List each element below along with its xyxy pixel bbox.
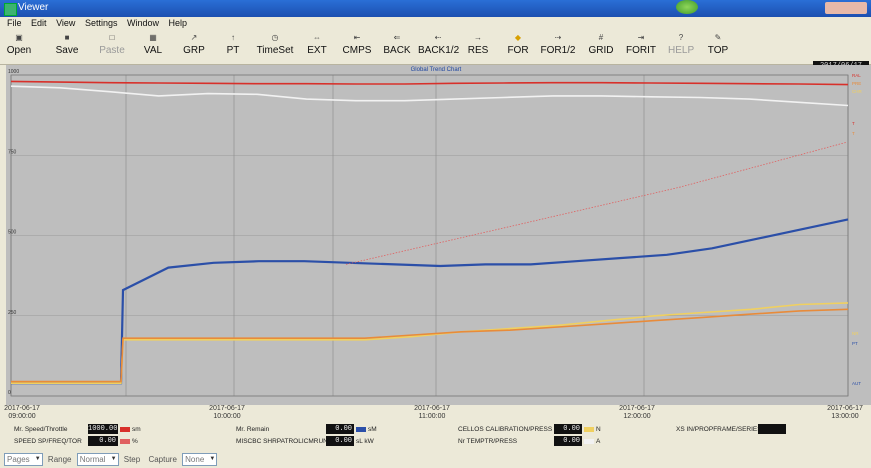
y-tick-label: 250 [8, 310, 17, 316]
timeset-button[interactable]: ◷ TimeSet [256, 33, 294, 56]
paste-button[interactable]: □ Paste [99, 33, 125, 56]
app-icon [4, 3, 17, 16]
paste-icon: □ [109, 33, 115, 42]
forit-button[interactable]: ⇥ FORIT [626, 33, 656, 56]
legend-label: AUT [852, 381, 861, 386]
help-button[interactable]: ? HELP [668, 33, 695, 56]
series-line [10, 80, 849, 86]
legend-label: PRE [852, 81, 861, 86]
forward-half-icon: ⇢ [554, 33, 562, 42]
menu-window[interactable]: Window [126, 18, 159, 28]
series-swatch [584, 439, 594, 444]
plot-background [6, 65, 871, 405]
legend-label: T [852, 121, 855, 126]
point-icon: ↑ [231, 33, 235, 42]
back-icon: ⇐ [393, 33, 401, 42]
for-half-button[interactable]: ⇢ FOR1/2 [540, 33, 576, 56]
series-line [10, 85, 849, 107]
for-button[interactable]: ◆ FOR [507, 33, 529, 56]
window-title: Viewer [18, 2, 49, 13]
toolbar: ▣ Open ■ Save □ Paste ▦ VAL ↗ GRP ↑ PT ◷ TimeSe… [0, 30, 871, 65]
save-button[interactable]: ■ Save [55, 33, 79, 56]
grid-icon: # [598, 33, 604, 42]
menu-file[interactable]: File [7, 18, 22, 28]
cmps-button[interactable]: ⇤ CMPS [342, 33, 372, 56]
menu-edit[interactable]: Edit [31, 18, 47, 28]
legend-label: RAL [852, 73, 861, 78]
series-swatch [584, 427, 594, 432]
chart-title: Global Trend Chart [411, 67, 462, 73]
y-tick-label: 500 [8, 230, 17, 236]
legend-label: T [852, 131, 855, 136]
right-legend: RAL PRE CHR TT NR PT AUT [852, 73, 862, 386]
grid-button[interactable]: # GRID [588, 33, 614, 56]
y-tick-label: 0 [8, 390, 11, 396]
open-button[interactable]: ▣ Open [6, 33, 32, 56]
trend-chart[interactable]: Global Trend Chart 1000 750 500 250 0 RAL PRE… [6, 65, 871, 405]
series-swatch [356, 427, 366, 432]
res-button[interactable]: → RES [467, 33, 489, 56]
x-tick-label: 2017-06-17 11:00:00 [414, 405, 450, 420]
range-select[interactable]: Normal [76, 453, 119, 466]
series-swatch [120, 439, 130, 444]
clock-icon: ◷ [271, 33, 279, 42]
legend-label: NR [852, 331, 859, 336]
legend-label: CHR [852, 89, 862, 94]
pages-select[interactable]: Pages [4, 453, 43, 466]
ext-button[interactable]: ⇔ EXT [307, 33, 327, 56]
top-button[interactable]: ✎ TOP [707, 33, 729, 56]
floppy-icon: ■ [64, 33, 70, 42]
window-controls[interactable] [825, 2, 867, 14]
y-tick-label: 1000 [8, 69, 19, 75]
menu-bar: File Edit View Settings Window Help [0, 17, 871, 30]
top-icon: ✎ [714, 33, 722, 42]
val-button[interactable]: ▦ VAL [143, 33, 163, 56]
back-half-button[interactable]: ⇠ BACK1/2 [418, 33, 460, 56]
y-tick-label: 750 [8, 149, 17, 155]
menu-help[interactable]: Help [168, 18, 188, 28]
back-button[interactable]: ⇐ BACK [383, 33, 411, 56]
status-panel: 2017-06-17 09:00:00 2017-06-17 10:00:00 20… [0, 405, 871, 468]
x-tick-label: 2017-06-17 12:00:00 [619, 405, 655, 420]
pt-button[interactable]: ↑ PT [226, 33, 240, 56]
y-axis-ticks: 1000 750 500 250 0 [8, 69, 19, 396]
series-swatch [120, 427, 130, 432]
capture-select[interactable]: None [182, 453, 218, 466]
footer-controls: Pages Range Normal Step Capture None [4, 453, 218, 466]
plot-frame [10, 74, 849, 397]
legend-label: PT [852, 341, 858, 346]
series-line [11, 218, 849, 385]
series-line [11, 308, 849, 383]
graph-icon: ↗ [190, 33, 198, 42]
x-tick-label: 2017-06-17 10:00:00 [209, 405, 245, 420]
reset-icon: → [474, 33, 482, 42]
x-tick-label: 2017-06-17 13:00:00 [827, 405, 863, 420]
menu-view[interactable]: View [56, 18, 76, 28]
back-half-icon: ⇠ [434, 33, 442, 42]
title-bar: Viewer [0, 0, 871, 17]
forward-it-icon: ⇥ [637, 33, 645, 42]
value-icon: ▦ [149, 33, 157, 42]
folder-icon: ▣ [15, 33, 23, 42]
help-icon: ? [678, 33, 684, 42]
x-tick-label: 2017-06-17 09:00:00 [4, 405, 40, 420]
grp-button[interactable]: ↗ GRP [183, 33, 205, 56]
extend-icon: ⇔ [313, 33, 321, 42]
forward-icon: ◆ [514, 33, 522, 42]
chart-series [10, 80, 849, 385]
chart-grid [10, 74, 849, 397]
menu-settings[interactable]: Settings [84, 18, 118, 28]
globe-icon [676, 0, 698, 14]
chart-svg[interactable]: Global Trend Chart 1000 750 500 250 0 RAL PRE… [6, 65, 871, 405]
compress-icon: ⇤ [353, 33, 361, 42]
